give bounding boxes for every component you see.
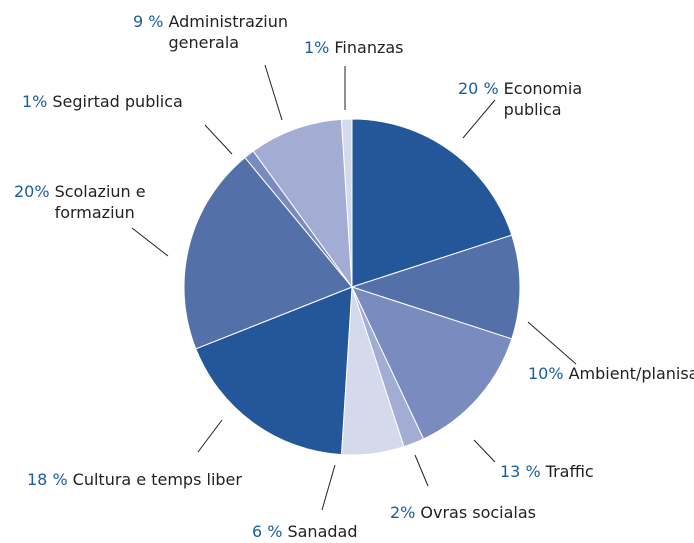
category-label: Ovras socialas bbox=[420, 503, 537, 522]
category-label: Finanzas bbox=[334, 38, 404, 57]
value-label: 6 % bbox=[252, 522, 283, 541]
value-label: 18 % bbox=[27, 470, 68, 489]
value-label: 20% bbox=[14, 182, 50, 201]
slice-label: 1% Segirtad publica bbox=[22, 91, 252, 112]
pie-slice bbox=[252, 118, 353, 289]
category-label: Segirtad publica bbox=[52, 92, 183, 111]
value-label: 10% bbox=[528, 364, 564, 383]
leader-line bbox=[414, 454, 429, 487]
category-label: Administraziun generala bbox=[168, 12, 289, 52]
value-label: 20 % bbox=[458, 79, 499, 98]
pie-slice bbox=[351, 286, 513, 440]
slice-label: 20% Scolaziun e formaziun bbox=[14, 181, 170, 223]
category-label: Traffic bbox=[545, 462, 594, 481]
leader-line bbox=[473, 439, 496, 463]
value-label: 2% bbox=[390, 503, 416, 522]
leader-line bbox=[462, 99, 496, 139]
value-label: 9 % bbox=[133, 12, 164, 31]
slice-label: 10%Ambient/planisazun bbox=[528, 363, 694, 384]
leader-line bbox=[264, 64, 283, 121]
pie-slice bbox=[340, 118, 353, 288]
slice-label: 2% Ovras socialas bbox=[390, 502, 580, 523]
slice-label: 20 % Economia publica bbox=[458, 78, 614, 120]
slice-label: 9 % Administraziun generala bbox=[133, 11, 318, 53]
pie-slice bbox=[183, 156, 353, 350]
slice-label: 13 % Traffic bbox=[500, 461, 666, 482]
slice-label: 1% Finanzas bbox=[304, 37, 454, 58]
category-label: Ambient/planisazun bbox=[568, 364, 694, 383]
pie-slice bbox=[195, 286, 353, 456]
value-label: 1% bbox=[22, 92, 48, 111]
category-label: Sanadad bbox=[287, 522, 358, 541]
leader-line bbox=[321, 464, 336, 511]
pie-slice bbox=[350, 234, 521, 340]
leader-line bbox=[197, 419, 223, 453]
leader-line bbox=[131, 227, 169, 257]
value-label: 13 % bbox=[500, 462, 541, 481]
slice-label: 6 % Sanadad bbox=[252, 521, 407, 542]
slice-label: 18 % Cultura e temps liber bbox=[27, 469, 313, 490]
pie-slice bbox=[351, 118, 513, 288]
value-label: 1% bbox=[304, 38, 330, 57]
category-label: Scolaziun e formaziun bbox=[54, 182, 146, 222]
category-label: Cultura e temps liber bbox=[72, 470, 242, 489]
leader-line bbox=[204, 124, 233, 155]
leader-line bbox=[527, 321, 577, 365]
category-label: Economia publica bbox=[503, 79, 583, 119]
